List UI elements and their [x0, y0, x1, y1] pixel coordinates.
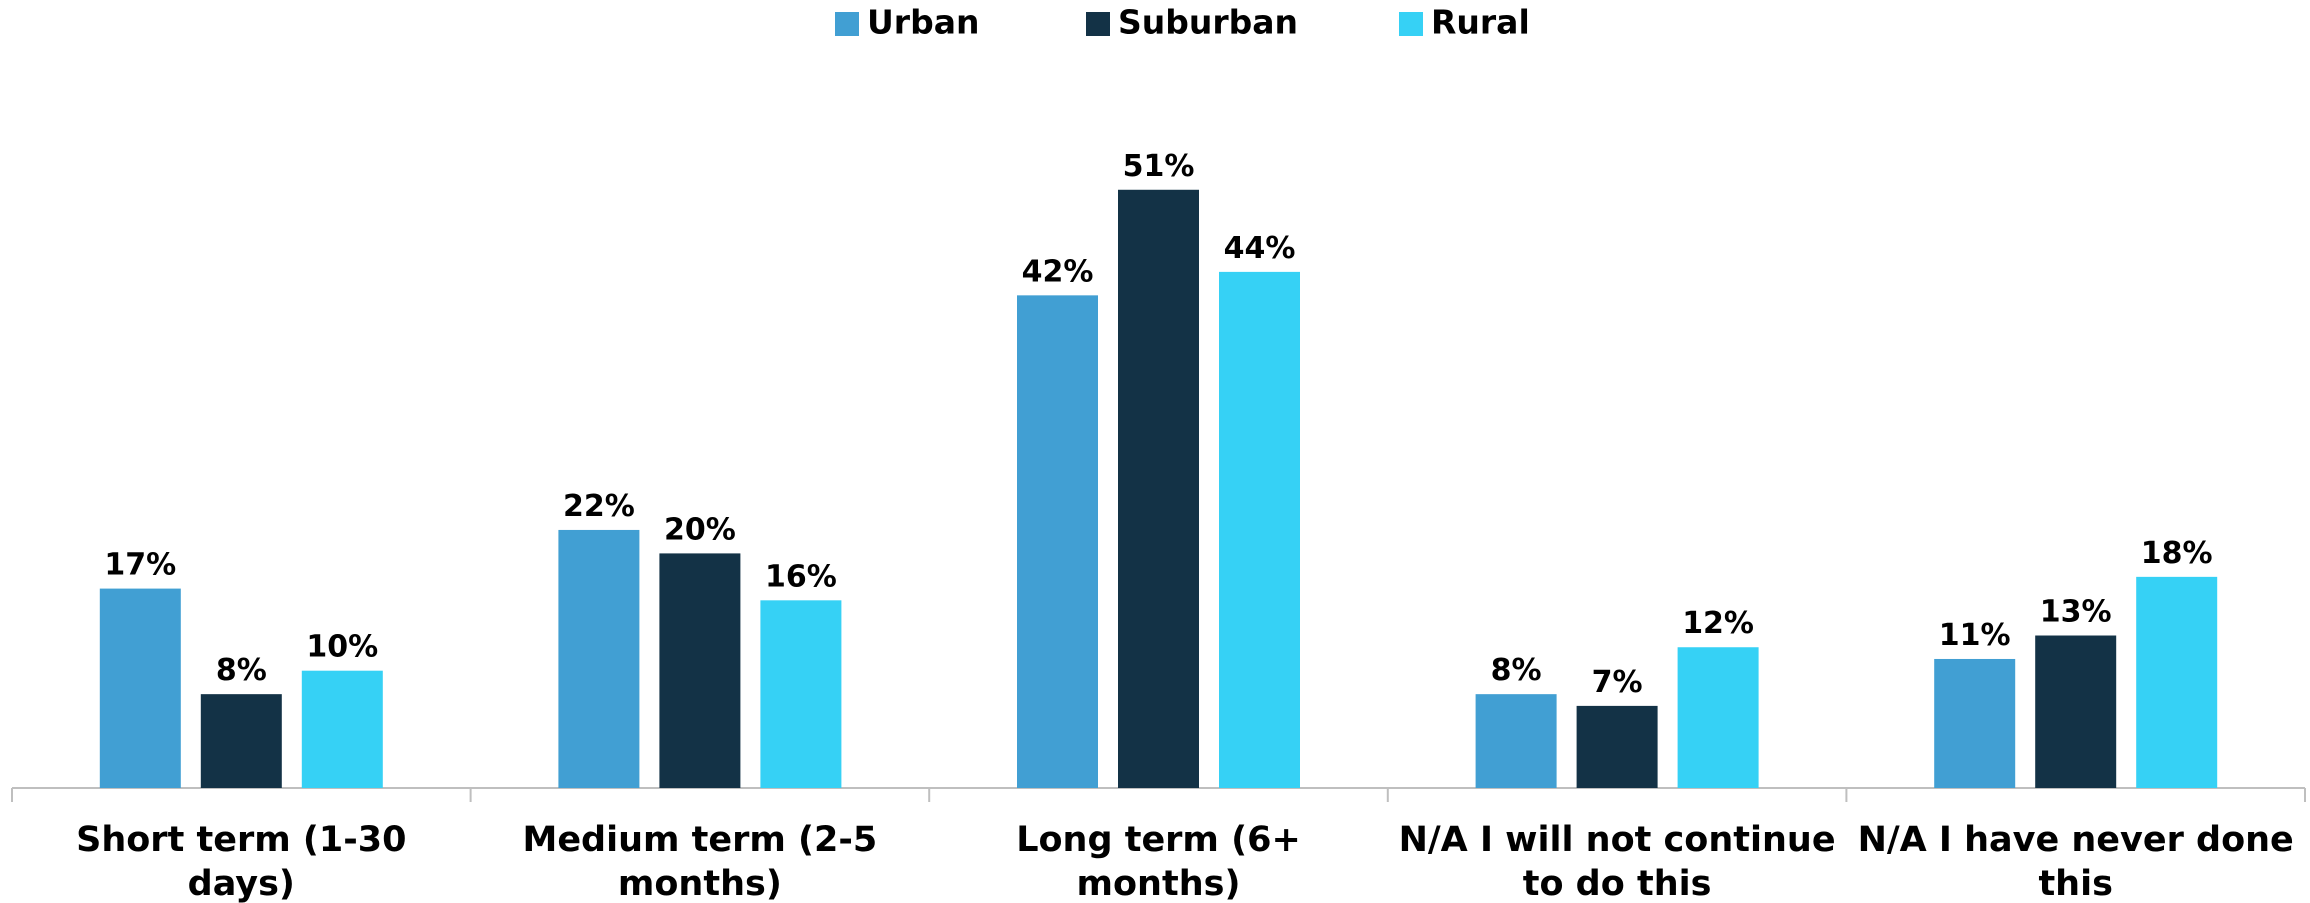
- data-label: 44%: [1224, 231, 1296, 266]
- bar: [1475, 694, 1557, 788]
- bar: [99, 588, 181, 788]
- bar: [760, 600, 842, 788]
- data-label: 16%: [765, 559, 837, 594]
- data-label: 42%: [1022, 254, 1094, 289]
- bar: [1219, 271, 1300, 788]
- legend-swatch: [1399, 12, 1423, 36]
- data-label: 51%: [1123, 149, 1195, 184]
- data-label: 7%: [1592, 665, 1643, 700]
- x-tick-label: Long term (6+ months): [1016, 820, 1301, 903]
- data-label: 8%: [1491, 653, 1542, 688]
- data-label: 11%: [1939, 618, 2011, 653]
- legend-swatch: [835, 12, 859, 36]
- legend-label: Rural: [1431, 3, 1530, 42]
- data-label: 17%: [104, 548, 176, 583]
- x-tick-label: Medium term (2-5 months): [522, 820, 878, 903]
- legend-label: Suburban: [1118, 3, 1298, 42]
- legend-label: Urban: [867, 3, 979, 42]
- data-label: 18%: [2141, 536, 2213, 571]
- legend-swatch: [1086, 12, 1110, 36]
- data-label: 13%: [2040, 595, 2112, 630]
- bar: [1017, 295, 1098, 788]
- data-label: 12%: [1682, 606, 1754, 641]
- bar: [659, 553, 741, 788]
- data-label: 8%: [216, 653, 267, 688]
- bar: [1576, 705, 1658, 788]
- bar: [1934, 658, 2016, 788]
- bar: [2035, 635, 2117, 788]
- data-label: 10%: [306, 630, 378, 665]
- bar: [1118, 189, 1199, 788]
- x-tick-label: Short term (1-30 days): [76, 820, 407, 903]
- bar: [301, 670, 383, 788]
- x-tick-label: N/A I have never done this: [1857, 820, 2294, 903]
- bar: [2136, 576, 2218, 788]
- data-label: 22%: [563, 489, 635, 524]
- data-label: 20%: [664, 512, 736, 547]
- bar: [1677, 647, 1759, 788]
- bar: [558, 529, 640, 788]
- x-tick-label: N/A I will not continue to do this: [1398, 820, 1836, 903]
- bar: [200, 694, 282, 788]
